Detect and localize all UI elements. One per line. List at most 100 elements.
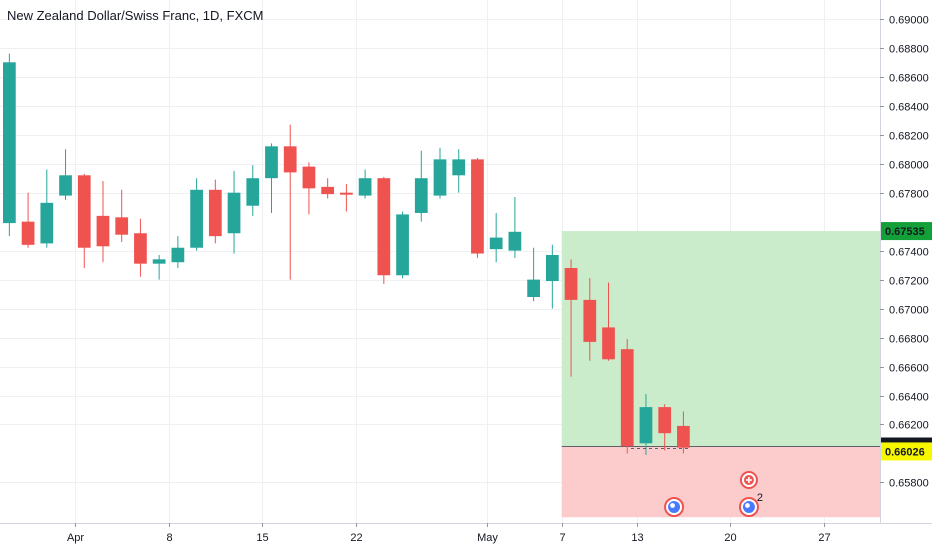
candle-body bbox=[21, 221, 35, 245]
candle-body bbox=[171, 247, 185, 263]
candle bbox=[564, 259, 578, 377]
time-axis[interactable]: Apr 8 15 22 May 7 13 20 27 bbox=[67, 523, 831, 544]
event-markers: 2 bbox=[664, 471, 763, 517]
candle-body bbox=[358, 178, 372, 196]
candle-body bbox=[414, 178, 428, 213]
candle bbox=[658, 404, 672, 451]
candle-body bbox=[508, 231, 522, 251]
time-tick-label: 15 bbox=[256, 532, 268, 544]
candle bbox=[208, 179, 222, 244]
price-tick-label: 0.69000 bbox=[889, 15, 929, 27]
chart-title: New Zealand Dollar/Swiss Franc, 1D, FXCM bbox=[7, 8, 263, 23]
candle bbox=[358, 169, 372, 199]
candle-body bbox=[377, 178, 391, 276]
economic-event-icon-dot bbox=[745, 503, 750, 508]
time-tick-label: May bbox=[477, 532, 498, 544]
price-tick-label: 0.68800 bbox=[889, 44, 929, 56]
candle-body bbox=[265, 146, 278, 179]
candle-body bbox=[321, 186, 335, 195]
candle bbox=[452, 149, 466, 193]
candle-body bbox=[77, 175, 91, 248]
candle-body bbox=[527, 279, 540, 297]
candle-body bbox=[658, 407, 672, 434]
price-tick-label: 0.67800 bbox=[889, 189, 929, 201]
price-tick-label: 0.67200 bbox=[889, 276, 929, 288]
candle-body bbox=[96, 215, 110, 247]
candle bbox=[227, 170, 241, 254]
candle bbox=[96, 181, 110, 263]
candle-body bbox=[471, 159, 484, 254]
candle-body bbox=[452, 159, 466, 176]
price-tick-label: 0.66400 bbox=[889, 392, 929, 404]
target-price-label: 0.67535 bbox=[881, 222, 932, 241]
candle bbox=[171, 236, 185, 269]
time-tick-label: 22 bbox=[350, 532, 362, 544]
candle-body bbox=[227, 192, 241, 234]
candle-body bbox=[59, 175, 72, 196]
candles bbox=[2, 53, 690, 455]
position-zones bbox=[561, 231, 880, 518]
candle-body bbox=[620, 349, 634, 447]
current-price-label: 0.66026 bbox=[881, 442, 932, 461]
target-price-label-text: 0.67535 bbox=[885, 226, 925, 238]
time-tick-label: 20 bbox=[724, 532, 736, 544]
candle bbox=[508, 197, 522, 258]
price-tick-label: 0.66200 bbox=[889, 420, 929, 432]
candle-body bbox=[433, 159, 447, 196]
candle bbox=[190, 178, 203, 251]
price-tick-label: 0.68400 bbox=[889, 102, 929, 114]
price-tick-label: 0.67000 bbox=[889, 305, 929, 317]
candle-body bbox=[677, 425, 690, 448]
candle bbox=[134, 218, 147, 277]
event-count-badge: 2 bbox=[757, 492, 763, 504]
candle bbox=[21, 192, 35, 248]
economic-event-icon-dot bbox=[670, 503, 675, 508]
candle-body bbox=[545, 254, 559, 282]
candle-body bbox=[602, 327, 615, 360]
time-tick-label: Apr bbox=[67, 532, 84, 544]
price-tick-label: 0.66800 bbox=[889, 334, 929, 346]
time-tick-label: 13 bbox=[631, 532, 643, 544]
candle bbox=[583, 278, 597, 361]
time-tick-label: 27 bbox=[818, 532, 830, 544]
candle-body bbox=[2, 62, 16, 224]
candle bbox=[527, 247, 540, 302]
candle-body bbox=[639, 407, 653, 444]
time-tick-label: 7 bbox=[559, 532, 565, 544]
candle bbox=[639, 394, 653, 455]
candle bbox=[152, 254, 166, 280]
candle bbox=[115, 189, 129, 242]
target-price-label-bg bbox=[881, 222, 932, 241]
candle-body bbox=[40, 202, 54, 244]
candle-body bbox=[246, 178, 260, 206]
candle-body bbox=[583, 299, 597, 342]
candle bbox=[246, 165, 260, 216]
price-tick-label: 0.66600 bbox=[889, 363, 929, 375]
candle bbox=[2, 53, 16, 237]
price-axis[interactable]: 0.69000 0.68800 0.68600 0.68400 0.68200 0.680… bbox=[880, 15, 929, 490]
candle bbox=[321, 178, 335, 199]
candle bbox=[602, 282, 615, 361]
price-tick-label: 0.68200 bbox=[889, 131, 929, 143]
candle bbox=[283, 124, 297, 280]
candle bbox=[677, 411, 690, 454]
candle bbox=[302, 162, 316, 215]
current-price-label-bg bbox=[881, 442, 932, 461]
candle-body bbox=[152, 259, 166, 264]
candle bbox=[340, 183, 353, 212]
price-tick-label: 0.65800 bbox=[889, 478, 929, 490]
candle-body bbox=[283, 146, 297, 173]
candle-body bbox=[396, 214, 409, 276]
candle bbox=[545, 244, 559, 309]
candle-body bbox=[489, 237, 503, 250]
candle bbox=[77, 173, 91, 269]
candle bbox=[433, 147, 447, 199]
candle-body bbox=[115, 217, 129, 235]
candle bbox=[414, 150, 428, 222]
candle-body bbox=[208, 189, 222, 237]
candle-body bbox=[134, 233, 147, 264]
price-tick-label: 0.68600 bbox=[889, 73, 929, 85]
candle bbox=[396, 211, 409, 279]
